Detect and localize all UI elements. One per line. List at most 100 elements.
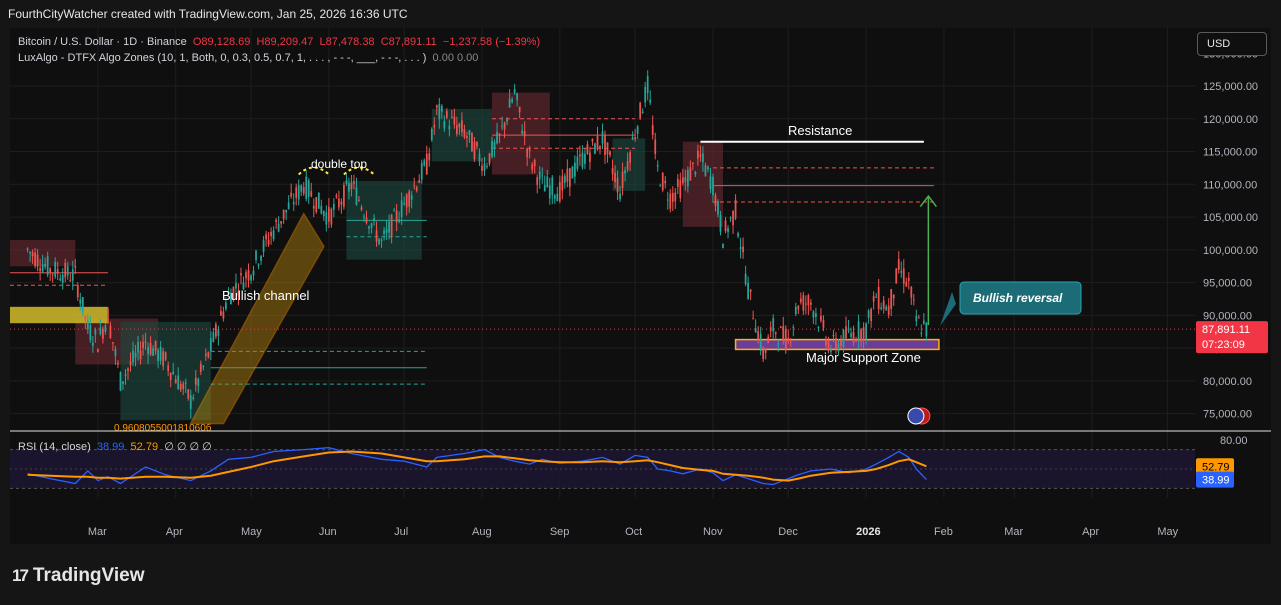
candle-body [877,286,880,310]
rsi-legend[interactable]: RSI (14, close) 38.99 52.79 ∅ ∅ ∅ ∅ [18,440,212,453]
candle-body [779,326,782,328]
candle-body [438,104,441,120]
candle-body [458,123,461,128]
candle-body [676,178,679,187]
candle-body [182,383,185,389]
candle-body [76,285,79,298]
callout-box [959,281,1082,315]
x-tick-label: Aug [472,526,492,538]
fib-value-label: 0.960805500181060б [114,422,212,434]
candle-body [601,131,604,144]
candle-body [922,320,925,324]
indicator-values: 0.00 0.00 [432,52,479,64]
candle-body [681,177,684,184]
candle-body [415,186,418,191]
candle-body [81,297,84,313]
support-zone-label: Major Support Zone [806,350,921,365]
double-top-label: double top [311,157,367,171]
candle-body [237,291,240,296]
candle-body [749,289,752,292]
candle-body [390,214,393,238]
candle-body [729,217,732,219]
candle-body [792,327,795,329]
rsi-ma-value: 52.79 [130,441,159,453]
candle-body [902,268,905,284]
y-tick-label: 95,000.00 [1203,278,1252,290]
candle-body [395,210,398,223]
candle-body [900,270,903,273]
candle-body [827,340,830,351]
indicator-name: LuxAlgo - DTFX Algo Zones (10, 1, Both, … [18,52,427,64]
last-price-label: 87,891.11 [1202,324,1250,336]
candle-body [142,341,144,348]
candle-body [280,221,283,224]
candle-body [174,379,177,384]
candle-body [245,272,247,279]
candle-body [322,211,325,217]
candle-body [388,221,390,233]
candle-body [320,205,323,214]
candle-body [830,350,832,352]
candle-body [491,140,493,157]
candle-body [222,311,225,319]
candle-body [290,192,293,197]
tradingview-logo[interactable]: 17 TradingView [12,565,145,587]
candle-body [124,374,127,376]
candle-body [39,268,42,272]
candle-body [348,183,350,192]
currency-button[interactable]: USD [1197,32,1267,56]
candle-body [860,329,862,342]
price-chart-svg[interactable]: double top Bullish channel 0.9608055001810… [10,28,1271,544]
candle-body [260,255,262,261]
y-tick-label: 100,000.00 [1203,245,1258,257]
candle-body [164,352,167,360]
candle-body [64,262,67,278]
candle-body [548,185,551,199]
candle-body [122,381,124,385]
candle-body [325,212,328,225]
candle-body [912,299,915,301]
candle-body [855,339,857,341]
candle-body [714,195,717,206]
candle-body [574,162,576,177]
candle-body [403,203,406,205]
double-top-arc [298,166,330,176]
rsi-extra: ∅ ∅ ∅ ∅ [164,441,212,453]
candle-body [478,153,481,162]
candle-body [867,310,870,318]
candle-body [576,156,579,169]
candle-body [503,122,506,130]
candle-body [461,120,463,133]
candle-body [764,348,767,353]
candle-body [847,328,850,331]
candle-body [596,136,599,150]
candle-body [267,239,270,245]
candle-body [129,361,132,366]
candle-body [586,144,589,154]
candle-body [496,131,498,144]
candle-body [49,268,52,274]
candle-body [641,111,644,114]
candle-body [589,152,591,162]
candle-body [669,193,672,209]
candle-body [370,223,373,228]
candle-body [651,125,654,135]
candle-body [177,375,180,390]
candle-body [609,151,611,156]
change-value: −1,237.58 (−1.39%) [442,36,541,48]
candle-body [820,315,822,321]
candle-body [762,349,765,360]
candle-body [247,270,250,281]
candle-body [413,185,416,187]
chart-area[interactable]: double top Bullish channel 0.9608055001810… [10,28,1271,544]
candle-body [789,341,792,343]
candle-body [172,371,175,375]
callout-pointer [940,292,956,326]
candle-body [563,175,566,183]
footer-bar [0,544,1281,605]
candle-body [428,153,431,161]
indicator-legend[interactable]: LuxAlgo - DTFX Algo Zones (10, 1, Both, … [18,52,478,64]
x-tick-label: Feb [934,526,953,538]
candle-body [368,226,370,229]
candle-body [925,322,928,337]
